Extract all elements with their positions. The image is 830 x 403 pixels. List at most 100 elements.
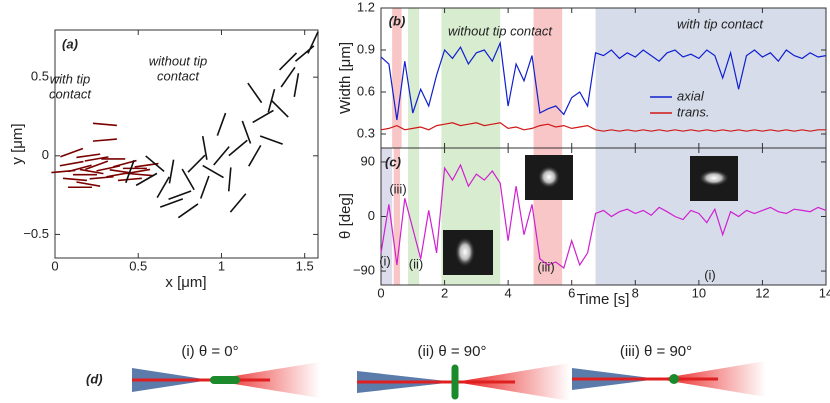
orientation-stick — [241, 120, 252, 144]
y-axis-label: y [μm] — [9, 123, 26, 164]
shaded-region — [393, 148, 401, 285]
orientation-stick — [293, 73, 300, 97]
annotation: without tip contact — [448, 23, 553, 38]
orientation-stick — [280, 66, 296, 88]
inset-spot — [455, 237, 475, 267]
orientation-stick — [187, 154, 206, 173]
x-tick-label: 12 — [755, 285, 769, 300]
shaded-region — [392, 8, 402, 148]
orientation-stick — [60, 147, 84, 158]
shaded-region — [408, 148, 420, 285]
annotation: (iii) — [537, 259, 554, 274]
inset-spot — [538, 166, 560, 188]
x-tick-label: 14 — [819, 285, 830, 300]
orientation-stick — [247, 82, 263, 104]
annotation: (ii) — [409, 256, 423, 271]
orientation-stick — [62, 177, 87, 182]
orientation-stick — [92, 138, 117, 142]
y-tick-label: 1.2 — [357, 0, 375, 14]
orientation-stick — [252, 109, 274, 124]
annotation: without tip — [149, 53, 208, 68]
orientation-stick — [227, 167, 232, 192]
beam — [572, 361, 766, 397]
y-tick-label: 0.6 — [357, 83, 375, 98]
diagram-label: (iii) θ = 90° — [620, 343, 692, 360]
orientation-stick — [59, 160, 84, 167]
y-tick-label: −0.5 — [23, 226, 49, 241]
annotation: (i) — [704, 267, 716, 282]
insets — [443, 155, 738, 275]
plots: 0 0.5 1 1.5−0.500.5x [μm]y [μm](a)with tipc… — [9, 0, 830, 308]
data-line — [380, 40, 827, 121]
orientation-stick — [89, 175, 114, 180]
orientation-stick — [84, 156, 109, 162]
x-tick-label: 10 — [692, 285, 706, 300]
x-tick-label: 0.5 — [129, 258, 147, 273]
data-line — [380, 163, 827, 270]
y-axis-label: Width [μm] — [337, 42, 354, 114]
orientation-stick — [145, 155, 165, 172]
diagram-label: (ii) θ = 90° — [418, 343, 487, 360]
data-line — [380, 122, 826, 132]
y-tick-label: 90 — [361, 153, 375, 168]
x-axis-label: Time [s] — [577, 291, 630, 308]
annotation: with tip contact — [677, 16, 764, 31]
legend-label: trans. — [677, 104, 710, 119]
x-tick-label: 8 — [632, 285, 639, 300]
orientation-stick — [129, 172, 154, 177]
panel-label: (d) — [86, 371, 103, 386]
orientation-stick — [125, 159, 135, 184]
orientation-stick — [202, 164, 224, 179]
orientation-stick — [85, 160, 109, 171]
orientation-stick — [68, 164, 92, 173]
orientation-stick — [199, 175, 210, 199]
panel-label: (c) — [385, 154, 401, 169]
panel: 0 0.5 1 1.5−0.500.5x [μm]y [μm](a)with tipc… — [9, 29, 319, 291]
x-tick-label: 4 — [505, 285, 512, 300]
y-tick-label: −90 — [353, 262, 375, 277]
orientation-stick — [213, 146, 230, 166]
panel-label: (b) — [389, 13, 406, 28]
orientation-stick — [113, 159, 137, 168]
x-axis-label: x [μm] — [165, 274, 206, 291]
orientation-stick — [270, 99, 289, 118]
orientation-stick — [168, 159, 175, 184]
orientation-stick — [92, 122, 117, 127]
y-tick-label: 0 — [368, 208, 375, 223]
y-tick-label: 0 — [42, 147, 49, 162]
orientation-stick — [229, 193, 247, 213]
orientation-stick — [177, 203, 199, 219]
annotation: contact — [49, 86, 92, 101]
beam — [132, 362, 320, 398]
orientation-stick — [307, 31, 319, 54]
beam — [357, 363, 570, 401]
annotation: (i) — [379, 253, 391, 268]
orientation-stick — [248, 145, 262, 167]
legend-label: axial — [677, 88, 705, 103]
orientation-stick — [216, 112, 227, 136]
x-tick-label: 0 — [377, 285, 384, 300]
orientation-stick — [181, 168, 195, 191]
x-tick-label: 1 — [218, 258, 225, 273]
orientation-stick — [76, 181, 101, 187]
y-axis-label: θ [deg] — [337, 193, 354, 239]
orientation-stick — [106, 171, 131, 178]
panel-label: (a) — [62, 36, 78, 51]
diagram: (d) (i) θ = 0° (ii) θ = 90° (iii) θ = 90… — [86, 343, 766, 401]
y-tick-label: 0.5 — [31, 69, 49, 84]
inset-spot — [699, 170, 729, 186]
orientation-stick — [228, 139, 248, 157]
orientation-stick — [79, 168, 104, 175]
orientation-stick — [117, 177, 142, 182]
annotation: (iii) — [389, 181, 406, 196]
annotation: contact — [157, 68, 200, 83]
plot-frame — [54, 29, 319, 259]
x-tick-label: 0 — [51, 258, 58, 273]
orientation-stick — [135, 172, 158, 187]
y-tick-label: 0.3 — [357, 125, 375, 140]
y-tick-label: 0.9 — [357, 41, 375, 56]
x-tick-label: 6 — [568, 285, 575, 300]
